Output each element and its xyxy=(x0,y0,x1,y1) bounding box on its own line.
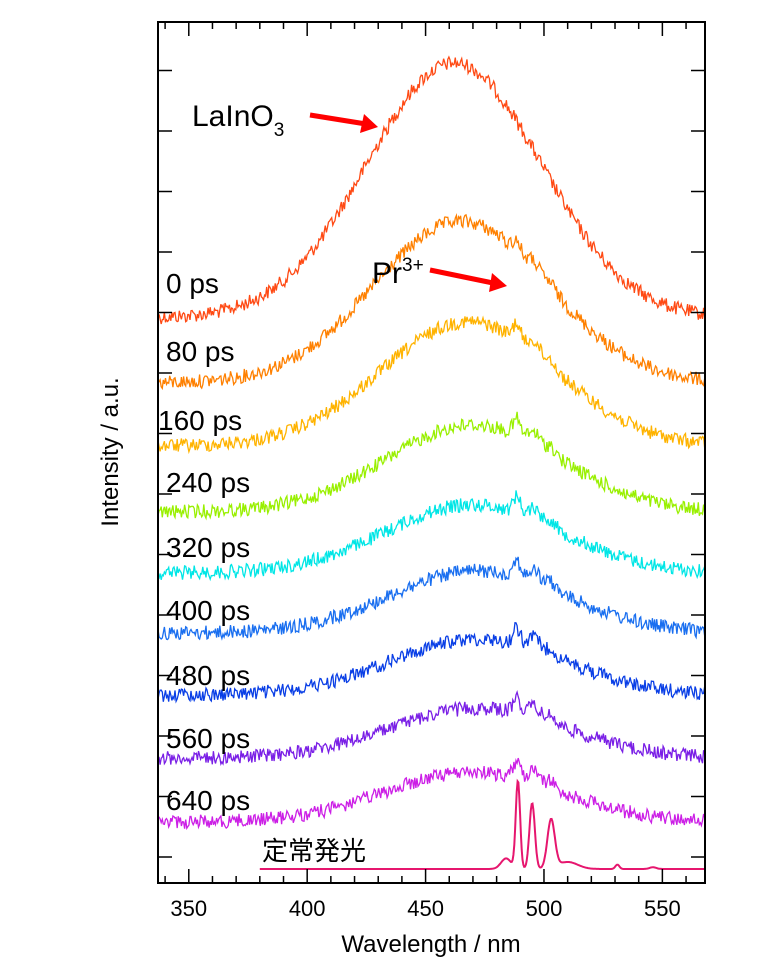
series-label-320-ps: 320 ps xyxy=(166,532,250,563)
trace-640-ps xyxy=(157,757,706,831)
trace-320-ps xyxy=(157,490,706,582)
trace-400-ps xyxy=(157,556,706,641)
annotation-pr3-text: Pr xyxy=(372,257,402,290)
x-tick-label: 550 xyxy=(644,896,681,921)
arrowhead-pr3 xyxy=(489,273,507,292)
trace-steady-state xyxy=(259,778,705,870)
annotation-pr3: Pr3+ xyxy=(372,255,507,292)
y-ticks xyxy=(158,69,705,858)
x-tick-label: 400 xyxy=(289,896,326,921)
trace-480-ps xyxy=(157,621,706,704)
series-label-steady-state: 定常発光 xyxy=(262,837,366,867)
series-label-160-ps: 160 ps xyxy=(158,405,242,436)
series-label-0-ps: 0 ps xyxy=(166,268,219,299)
series-label-560-ps: 560 ps xyxy=(166,723,250,754)
annotation-lainO3-subscript: 3 xyxy=(274,120,285,141)
annotation-lainO3-text: LaInO xyxy=(192,100,274,133)
x-axis: 350 400 450 500 550 xyxy=(164,22,687,921)
series-label-240-ps: 240 ps xyxy=(166,467,250,498)
series-label-400-ps: 400 ps xyxy=(166,595,250,626)
arrowhead-lainO3 xyxy=(360,114,378,133)
series-label-80-ps: 80 ps xyxy=(166,336,235,367)
arrow-pr3 xyxy=(429,267,494,286)
trace-160-ps xyxy=(157,315,706,455)
annotation-pr3-superscript: 3+ xyxy=(402,255,424,276)
x-axis-title: Wavelength / nm xyxy=(341,931,520,958)
arrow-lainO3 xyxy=(309,112,367,127)
x-tick-label: 350 xyxy=(170,896,207,921)
series-label-480-ps: 480 ps xyxy=(166,660,250,691)
trace-0-ps xyxy=(157,55,706,325)
trace-80-ps xyxy=(157,212,706,391)
x-tick-label: 450 xyxy=(407,896,444,921)
series-labels: 0 ps 80 ps 160 ps 240 ps 320 ps 400 ps 480 ps 5… xyxy=(158,268,366,867)
plot-frame xyxy=(157,21,706,884)
svg-text:Pr3+: Pr3+ xyxy=(372,255,424,290)
trace-240-ps xyxy=(157,411,706,521)
y-axis-title: Intensity / a.u. xyxy=(97,377,124,526)
x-tick-label: 500 xyxy=(526,896,563,921)
trace-560-ps xyxy=(157,689,706,767)
series-label-640-ps: 640 ps xyxy=(166,785,250,816)
svg-text:LaInO3: LaInO3 xyxy=(192,100,284,141)
annotation-lainO3: LaInO3 xyxy=(192,100,378,141)
spectra-traces xyxy=(157,55,706,870)
